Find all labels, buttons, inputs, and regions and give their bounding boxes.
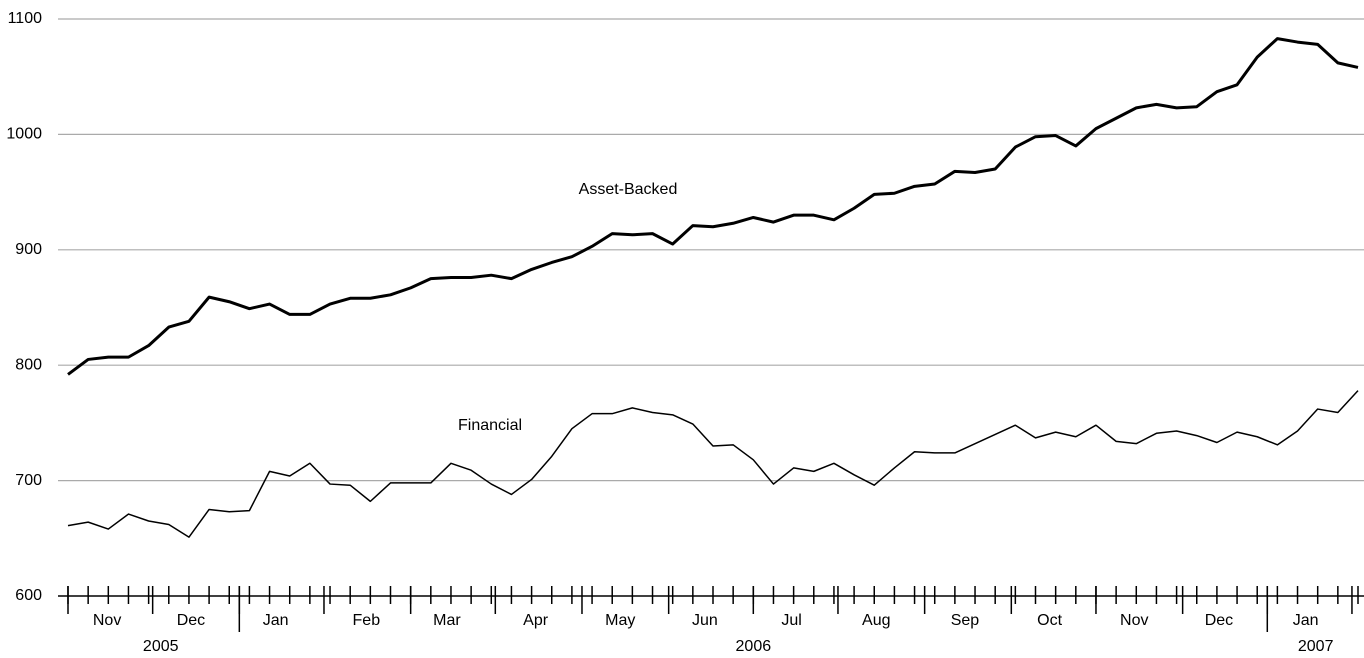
y-tick-label: 1000 (6, 126, 42, 143)
x-tick-label: Oct (1037, 612, 1062, 629)
year-label: 2006 (736, 638, 772, 655)
year-label: 2005 (143, 638, 179, 655)
y-tick-label: 700 (15, 472, 42, 489)
y-tick-label: 800 (15, 356, 42, 373)
series-label: Asset-Backed (579, 181, 678, 198)
x-tick-label: Sep (951, 612, 980, 629)
x-tick-label: Dec (177, 612, 205, 629)
x-tick-label: Mar (433, 612, 461, 629)
x-tick-label: Jun (692, 612, 718, 629)
series-label: Financial (458, 417, 522, 434)
y-tick-label: 1100 (8, 10, 43, 27)
x-tick-label: May (605, 612, 635, 629)
year-label: 2007 (1298, 638, 1334, 655)
x-tick-label: Jan (1293, 612, 1319, 629)
x-tick-label: Nov (1120, 612, 1148, 629)
x-tick-label: Jul (781, 612, 801, 629)
x-tick-label: Aug (862, 612, 890, 629)
line-series (67, 390, 1359, 538)
x-tick-label: Jan (263, 612, 289, 629)
x-tick-label: Dec (1205, 612, 1233, 629)
y-tick-label: 900 (15, 241, 42, 258)
line-series (67, 37, 1359, 376)
x-tick-label: Feb (353, 612, 381, 629)
x-tick-label: Apr (523, 612, 549, 629)
y-tick-label: 600 (15, 587, 42, 604)
x-tick-label: Nov (93, 612, 121, 629)
